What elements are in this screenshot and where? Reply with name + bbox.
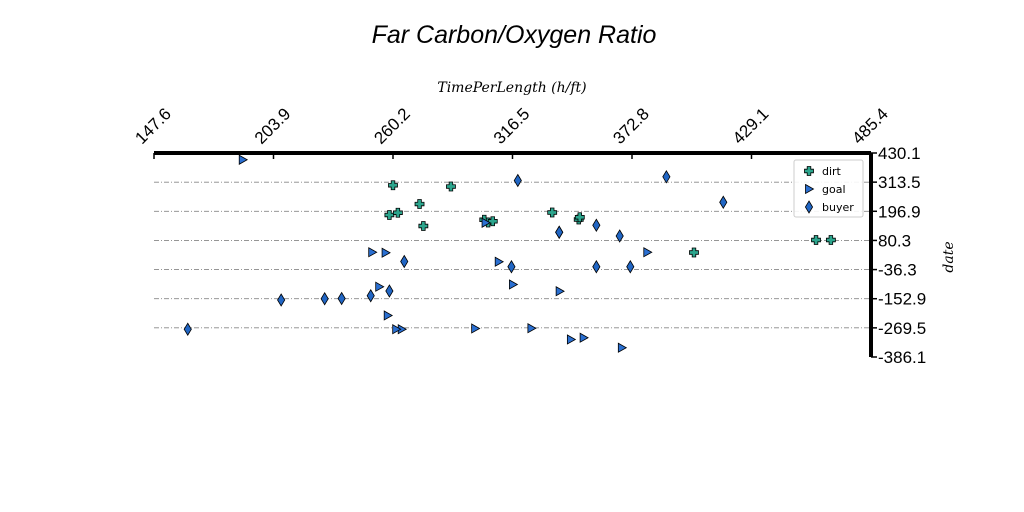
- point-goal: [527, 323, 537, 334]
- point-dirt: [384, 210, 395, 220]
- point-dirt: [811, 235, 821, 245]
- point-goal: [238, 154, 249, 165]
- y-tick-label: 430.1: [878, 144, 921, 163]
- point-buyer: [277, 293, 286, 307]
- point-buyer: [400, 254, 409, 269]
- point-buyer: [320, 291, 329, 306]
- point-buyer: [662, 169, 671, 184]
- legend-marker-goal: [805, 183, 815, 195]
- point-goal: [494, 256, 505, 267]
- x-tick-label: 372.8: [609, 104, 653, 148]
- point-goal: [509, 279, 519, 290]
- y-axis-label: date: [941, 241, 957, 272]
- x-tick-label: 429.1: [729, 104, 773, 148]
- point-buyer: [615, 229, 624, 243]
- y-tick-label: 196.9: [878, 202, 921, 221]
- grid-layer: [154, 181, 871, 329]
- legend-marker-buyer: [804, 200, 814, 214]
- series-goal: [238, 154, 653, 353]
- y-tick-label: -386.1: [878, 348, 926, 367]
- legend-label: goal: [822, 183, 846, 196]
- point-buyer: [719, 195, 728, 210]
- point-goal: [383, 310, 394, 321]
- point-goal: [617, 342, 628, 353]
- point-dirt: [392, 207, 403, 218]
- point-goal: [368, 247, 378, 258]
- point-dirt: [446, 181, 456, 192]
- point-buyer: [513, 173, 522, 188]
- point-dirt: [388, 180, 398, 191]
- x-tick-label: 147.6: [131, 104, 175, 148]
- x-tick-label: 316.5: [490, 104, 534, 148]
- y-tick-label: -269.5: [878, 319, 926, 338]
- y-tick-label: -152.9: [878, 290, 926, 309]
- y-tick-label: 313.5: [878, 173, 921, 192]
- point-buyer: [366, 288, 375, 303]
- point-goal: [643, 247, 653, 258]
- point-goal: [555, 286, 565, 297]
- point-goal: [566, 334, 577, 345]
- series-dirt: [384, 180, 836, 258]
- point-buyer: [337, 291, 346, 306]
- y-tick-label: -36.3: [878, 261, 917, 280]
- legend-label: buyer: [822, 201, 854, 214]
- series-buyer: [183, 169, 728, 337]
- marks-layer: [183, 154, 836, 353]
- point-buyer: [507, 259, 516, 274]
- x-tick-label: 260.2: [370, 104, 414, 148]
- point-buyer: [555, 225, 564, 240]
- legend-box: [793, 159, 864, 218]
- y-tick-label: 80.3: [878, 231, 911, 250]
- point-buyer: [592, 259, 601, 274]
- point-dirt: [418, 221, 429, 231]
- x-tick-label: 485.4: [848, 104, 892, 148]
- x-tick-label: 203.9: [251, 104, 295, 148]
- point-goal: [392, 324, 402, 335]
- point-goal: [381, 247, 391, 258]
- point-goal: [375, 281, 385, 292]
- point-goal: [481, 217, 491, 228]
- point-goal: [471, 323, 481, 334]
- point-dirt: [487, 216, 498, 227]
- legend-marker-dirt: [804, 166, 814, 176]
- point-dirt: [414, 199, 425, 209]
- point-dirt: [689, 247, 699, 258]
- legend: dirt goal buyer: [793, 159, 864, 218]
- point-dirt: [547, 207, 558, 218]
- point-buyer: [385, 284, 394, 298]
- point-buyer: [592, 218, 601, 233]
- point-buyer: [183, 322, 192, 337]
- legend-label: dirt: [822, 165, 842, 178]
- point-buyer: [626, 259, 635, 274]
- x-axis-label: TimePerLength (h/ft): [437, 80, 586, 96]
- chart-title: Far Carbon/Oxygen Ratio: [372, 21, 657, 49]
- point-dirt: [825, 235, 836, 245]
- point-dirt: [574, 212, 585, 223]
- point-goal: [579, 332, 589, 343]
